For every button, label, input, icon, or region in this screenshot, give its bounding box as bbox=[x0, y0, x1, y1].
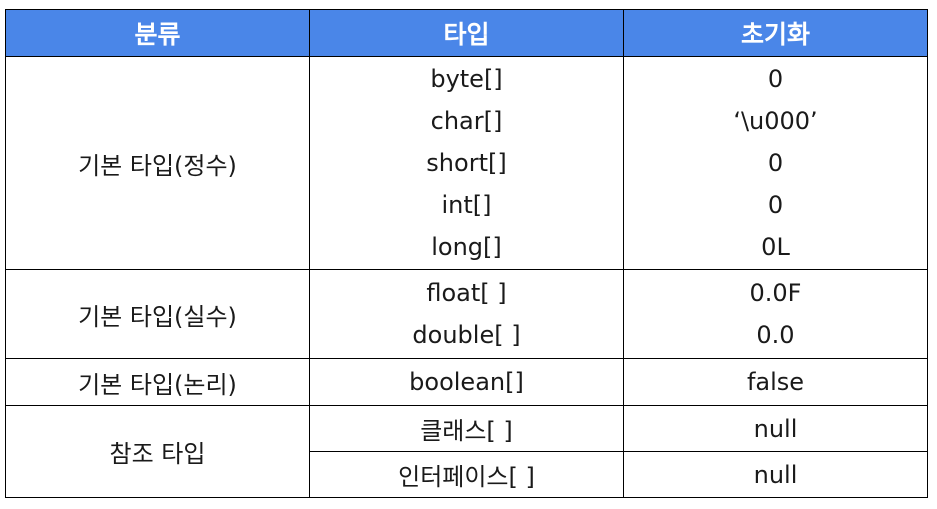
type-cell: 클래스[ ] bbox=[309, 405, 624, 452]
table-row: 기본 타입(실수) float[ ] double[ ] 0.0F 0.0 bbox=[5, 269, 928, 359]
type-value: char[] bbox=[430, 107, 503, 135]
table-row: 기본 타입(정수) byte[] char[] short[] int[] lo… bbox=[5, 56, 928, 270]
init-value: 0.0F bbox=[749, 279, 802, 307]
init-value: 0L bbox=[761, 233, 790, 261]
init-value: 0 bbox=[767, 191, 784, 219]
header-type: 타입 bbox=[309, 9, 624, 57]
array-init-table: 분류 타입 초기화 기본 타입(정수) byte[] char[] short[… bbox=[5, 9, 928, 498]
type-value: short[] bbox=[426, 149, 507, 177]
init-value: ‘\u000’ bbox=[733, 107, 818, 135]
init-value: 0.0 bbox=[756, 321, 795, 349]
init-cell: false bbox=[623, 358, 928, 406]
category-cell: 기본 타입(실수) bbox=[5, 269, 310, 359]
type-value: double[ ] bbox=[412, 321, 521, 349]
type-value: byte[] bbox=[430, 65, 503, 93]
category-cell: 기본 타입(정수) bbox=[5, 56, 310, 270]
header-category: 분류 bbox=[5, 9, 310, 57]
init-cell: null bbox=[623, 451, 928, 498]
table-row: 인터페이스[ ] null bbox=[6, 451, 928, 498]
init-cell: 0.0F 0.0 bbox=[623, 269, 928, 359]
type-cell: 인터페이스[ ] bbox=[309, 451, 624, 498]
type-cell: boolean[] bbox=[309, 358, 624, 406]
category-cell: 기본 타입(논리) bbox=[5, 358, 310, 406]
type-value: long[] bbox=[431, 233, 502, 261]
init-value: 0 bbox=[767, 149, 784, 177]
type-cell: byte[] char[] short[] int[] long[] bbox=[309, 56, 624, 270]
header-row: 분류 타입 초기화 bbox=[5, 9, 928, 57]
type-value: int[] bbox=[441, 191, 492, 219]
init-value: 0 bbox=[767, 65, 784, 93]
type-cell: float[ ] double[ ] bbox=[309, 269, 624, 359]
type-value: float[ ] bbox=[426, 279, 507, 307]
table-row: 기본 타입(논리) boolean[] false bbox=[5, 358, 928, 406]
table-row: 참조 타입 클래스[ ] null bbox=[5, 405, 928, 498]
category-cell: 참조 타입 bbox=[5, 405, 310, 498]
init-cell: 0 ‘\u000’ 0 0 0L bbox=[623, 56, 928, 270]
header-init: 초기화 bbox=[623, 9, 928, 57]
init-cell: null bbox=[623, 405, 928, 452]
